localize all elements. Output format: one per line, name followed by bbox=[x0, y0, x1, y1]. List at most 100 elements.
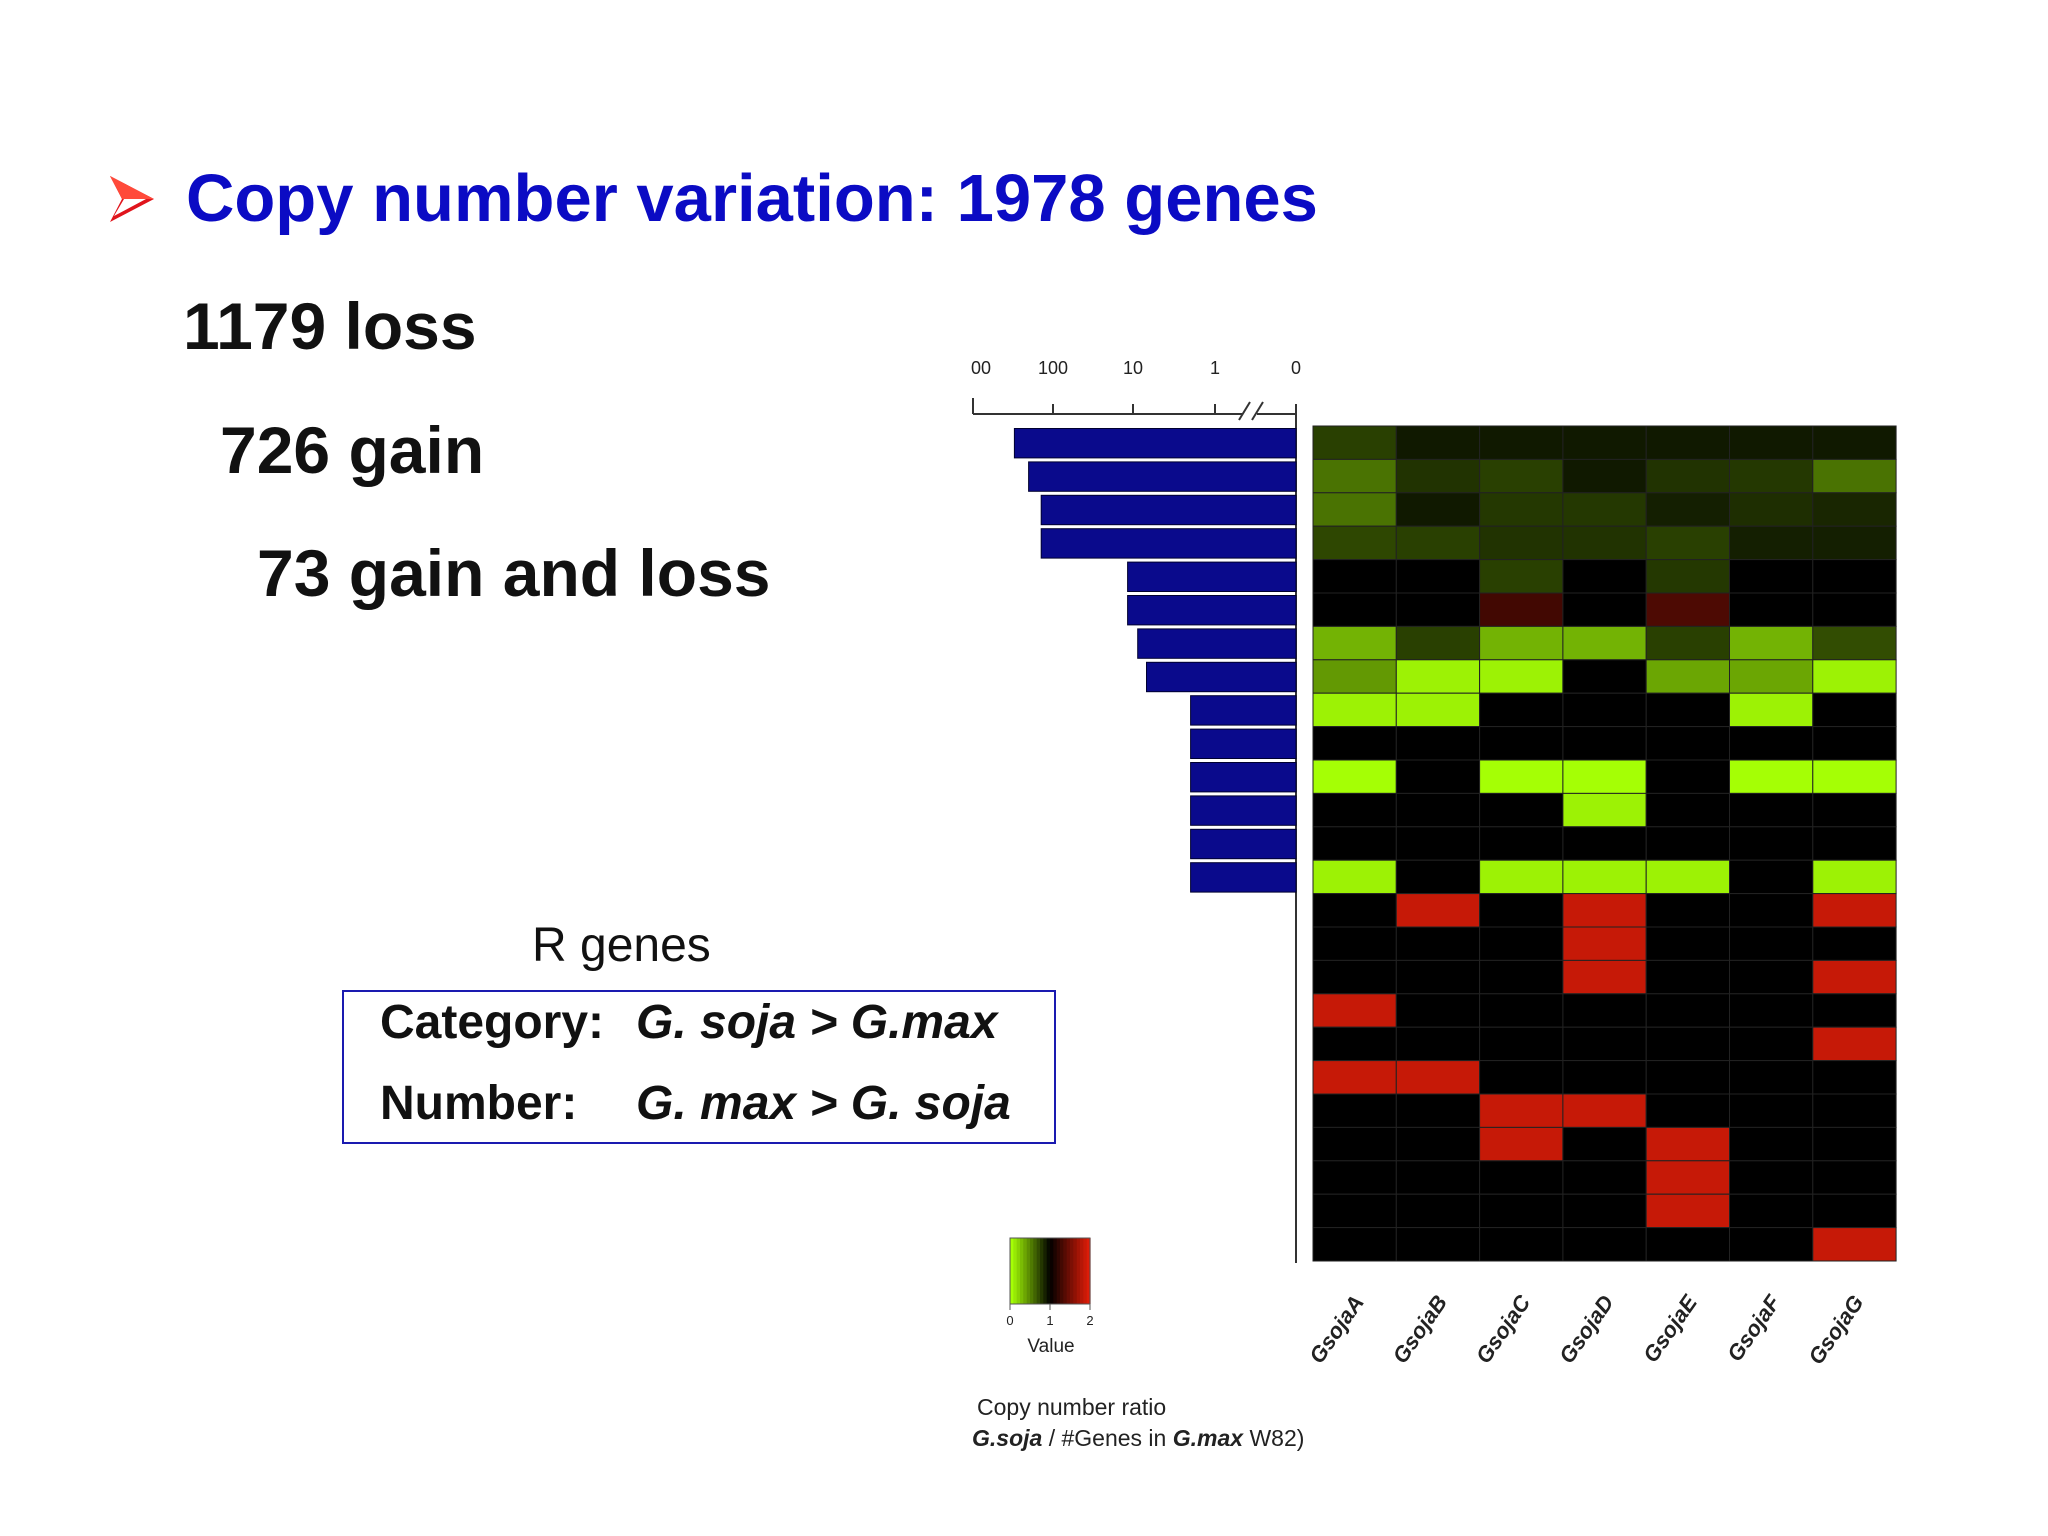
heatmap-cell bbox=[1645, 458, 1730, 494]
heatmap-cell bbox=[1395, 959, 1481, 995]
heatmap-cell bbox=[1312, 625, 1397, 661]
heatmap-cell bbox=[1479, 993, 1564, 1028]
heatmap-cell bbox=[1312, 425, 1397, 460]
heatmap-cell bbox=[1562, 458, 1647, 494]
number-row: Number: G. max > G. soja bbox=[380, 1076, 1011, 1131]
heatmap-cell bbox=[1562, 1160, 1647, 1195]
heatmap-cell bbox=[1645, 559, 1730, 594]
heatmap-cell bbox=[1562, 659, 1647, 694]
bar bbox=[1190, 762, 1297, 793]
heatmap-cell bbox=[1312, 1126, 1397, 1162]
heatmap-cell bbox=[1312, 1227, 1397, 1262]
heatmap-cell bbox=[1479, 759, 1564, 794]
heatmap-cell bbox=[1479, 492, 1564, 527]
caption-end: W82) bbox=[1243, 1425, 1304, 1451]
heatmap-cell bbox=[1645, 625, 1730, 661]
heatmap-cell bbox=[1729, 1160, 1814, 1195]
stat-loss: 1179 loss bbox=[183, 289, 477, 363]
heatmap-cell bbox=[1312, 458, 1397, 494]
heatmap-cell bbox=[1812, 859, 1897, 895]
heatmap-cell bbox=[1312, 692, 1397, 728]
color-key-step bbox=[1053, 1238, 1058, 1304]
heatmap-cell bbox=[1395, 893, 1481, 928]
heatmap-cell bbox=[1395, 458, 1481, 494]
heatmap-cell bbox=[1479, 959, 1564, 995]
heatmap-cell bbox=[1645, 525, 1730, 561]
heatmap-cell bbox=[1479, 1093, 1564, 1128]
bar bbox=[1190, 862, 1297, 893]
color-key-step bbox=[1066, 1238, 1071, 1304]
heatmap-cell bbox=[1812, 993, 1897, 1028]
heatmap-cell bbox=[1395, 1227, 1481, 1262]
heatmap-cell bbox=[1812, 525, 1897, 561]
heatmap-cell bbox=[1729, 458, 1814, 494]
bullet-heading: Copy number variation: 1978 genes bbox=[108, 160, 1318, 237]
heatmap-cell bbox=[1729, 993, 1814, 1028]
heatmap-cell bbox=[1562, 959, 1647, 995]
heatmap-cell bbox=[1645, 1160, 1730, 1195]
heatmap-cell bbox=[1812, 659, 1897, 694]
heatmap-cell bbox=[1812, 458, 1897, 494]
color-key-tick-label: 0 bbox=[1006, 1313, 1013, 1328]
heatmap-cell bbox=[1729, 926, 1814, 961]
heatmap-cell bbox=[1312, 525, 1397, 561]
heatmap-cell bbox=[1562, 993, 1647, 1028]
bar bbox=[1013, 428, 1297, 459]
heatmap-cell bbox=[1562, 492, 1647, 527]
heatmap-cell bbox=[1312, 559, 1397, 594]
bar bbox=[1127, 595, 1297, 626]
color-key-step bbox=[1083, 1238, 1088, 1304]
heatmap-cell bbox=[1395, 659, 1481, 694]
heatmap-cell bbox=[1729, 1227, 1814, 1262]
caption-line1: Copy number ratio bbox=[977, 1394, 1166, 1420]
color-key-step bbox=[1080, 1238, 1084, 1304]
color-key-step bbox=[1076, 1238, 1081, 1304]
heatmap-cell bbox=[1312, 893, 1397, 928]
color-key-step bbox=[1063, 1238, 1068, 1304]
caption-max: G.max bbox=[1173, 1425, 1245, 1451]
heatmap-cell bbox=[1479, 1126, 1564, 1162]
color-key-step bbox=[1060, 1238, 1064, 1304]
heatmap-cell bbox=[1312, 959, 1397, 995]
heatmap-cell bbox=[1479, 592, 1564, 627]
heatmap-cell bbox=[1645, 826, 1730, 861]
heatmap bbox=[1312, 425, 1897, 1262]
heatmap-cell bbox=[1395, 792, 1481, 828]
heatmap-cell bbox=[1395, 1093, 1481, 1128]
heatmap-cell bbox=[1395, 826, 1481, 861]
heatmap-cell bbox=[1479, 1060, 1564, 1095]
heatmap-cell bbox=[1812, 592, 1897, 627]
heatmap-cell bbox=[1479, 692, 1564, 728]
heatmap-cell bbox=[1312, 659, 1397, 694]
legend-title: Value bbox=[1027, 1336, 1074, 1357]
heatmap-cell bbox=[1562, 1026, 1647, 1062]
heatmap-cell bbox=[1812, 1193, 1897, 1229]
stat-gain: 726 gain bbox=[220, 413, 485, 487]
heatmap-cell bbox=[1395, 759, 1481, 794]
heatmap-cell bbox=[1729, 859, 1814, 895]
heatmap-cell bbox=[1312, 726, 1397, 761]
heatmap-cell bbox=[1395, 859, 1481, 895]
heatmap-cell bbox=[1645, 1093, 1730, 1128]
heatmap-cell bbox=[1312, 993, 1397, 1028]
heatmap-cell bbox=[1562, 625, 1647, 661]
color-key-step bbox=[1010, 1238, 1014, 1304]
color-key-step bbox=[1033, 1238, 1038, 1304]
heatmap-cell bbox=[1395, 625, 1481, 661]
heatmap-cell bbox=[1812, 692, 1897, 728]
color-key-step bbox=[1036, 1238, 1041, 1304]
heatmap-cell bbox=[1729, 1093, 1814, 1128]
heatmap-cell bbox=[1479, 458, 1564, 494]
heatmap-cell bbox=[1812, 826, 1897, 861]
caption-line2: G.soja / #Genes in G.max W82) bbox=[972, 1425, 1304, 1451]
column-label: GsojaB bbox=[1387, 1290, 1452, 1368]
heatmap-cell bbox=[1395, 926, 1481, 961]
heatmap-cell bbox=[1479, 1193, 1564, 1229]
heatmap-cell bbox=[1812, 959, 1897, 995]
bar bbox=[1190, 695, 1297, 726]
caption-soja: G.soja bbox=[972, 1425, 1043, 1451]
number-key: Number: bbox=[380, 1077, 578, 1130]
column-label: GsojaF bbox=[1722, 1290, 1786, 1366]
heatmap-cell bbox=[1479, 792, 1564, 828]
heatmap-cell bbox=[1479, 625, 1564, 661]
